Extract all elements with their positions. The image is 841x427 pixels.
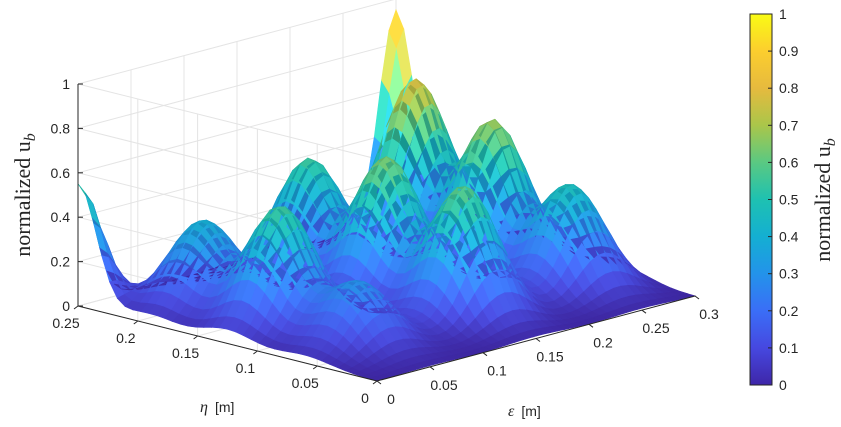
surface-patch [85,195,102,230]
z-tick-label: 0.6 [51,165,71,181]
y-tick-label: 0.05 [292,375,319,391]
y-tick-mark [312,365,318,370]
y-tick-mark [253,350,258,355]
colorbar-tick-label: 1 [779,6,787,22]
z-axis-label: normalized ub [10,133,39,256]
x-tick-mark [641,309,647,314]
x-tick-mark [376,380,382,385]
x-axis-label: ε [m] [508,403,541,420]
colorbar-tick-label: 0.1 [779,340,799,356]
colorbar-tick-label: 0.9 [779,43,799,59]
colorbar-tick-label: 0 [779,377,787,393]
y-tick-label: 0 [361,390,369,406]
x-tick-label: 0.15 [536,349,563,365]
colorbar-tick-label: 0.3 [779,266,799,282]
colorbar-tick-label: 0.6 [779,154,799,170]
x-tick-label: 0.1 [487,363,507,379]
z-tick-label: 0 [62,298,70,314]
z-tick-label: 0.8 [51,120,71,136]
colorbar: 0 0.1 0.2 0.3 0.4 0.5 0.6 0.7 0.8 0.9 1 normalized… [749,6,839,393]
colorbar-tick-label: 0.2 [779,303,799,319]
y-tick-label: 0.2 [116,330,136,346]
y-tick-label: 0.25 [52,315,79,331]
x-tick-mark [588,323,594,328]
y-tick-mark [133,320,139,325]
y-tick-mark [73,305,79,310]
x-tick-mark [429,366,435,371]
colorbar-tick-label: 0.5 [779,192,799,208]
y-tick-mark [193,335,198,340]
z-tick-label: 0.2 [51,254,71,270]
y-tick-label: 0.15 [172,345,199,361]
grid-line [77,83,378,160]
x-tick-label: 0.25 [642,320,669,336]
x-tick-mark [694,295,700,300]
colorbar-tick-label: 0.8 [779,80,799,96]
axes: 0 0.05 0.1 0.15 0.2 0.25 0.3 0 0.05 0.1 0.15 0.2 0.2… [51,76,719,407]
z-tick-label: 0.4 [51,209,71,225]
y-tick-label: 0.1 [236,360,256,376]
y-axis-label: η [m] [200,399,234,416]
x-tick-label: 0 [387,391,395,407]
x-tick-label: 0.05 [430,377,457,393]
colorbar-ticks: 0 0.1 0.2 0.3 0.4 0.5 0.6 0.7 0.8 0.9 1 [768,6,799,393]
x-tick-label: 0.3 [699,306,719,322]
x-tick-mark [535,338,541,342]
colorbar-tick-label: 0.7 [779,117,799,133]
surface [77,8,697,382]
colorbar-label: normalized ub [810,138,839,261]
z-tick-label: 1 [62,76,70,92]
y-tick-mark [372,380,378,385]
x-tick-label: 0.2 [593,334,613,350]
x-tick-mark [482,352,488,357]
y-axis-line [77,305,378,382]
colorbar-tick-label: 0.4 [779,229,799,245]
